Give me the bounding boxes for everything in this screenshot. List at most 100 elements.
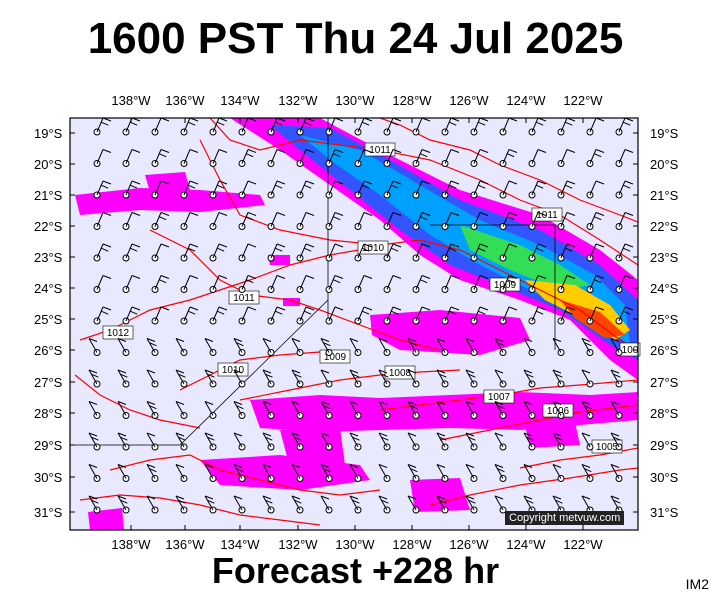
svg-text:1005: 1005: [596, 442, 619, 453]
lon-label-bottom: 136°W: [165, 537, 205, 552]
shower-area-2: [145, 172, 190, 192]
wind-barb: [615, 243, 634, 262]
svg-text:1007: 1007: [488, 392, 511, 403]
wind-barb: [204, 495, 217, 514]
wind-barb: [233, 401, 246, 419]
wind-barb: [180, 149, 199, 167]
wind-barb: [354, 117, 373, 136]
shower-area-1: [75, 188, 265, 215]
wind-barb: [407, 432, 420, 451]
wind-barb: [233, 495, 246, 514]
lat-label-right: 27°S: [650, 375, 679, 390]
wind-barb: [465, 432, 478, 451]
wind-barb: [93, 117, 112, 136]
wind-barb: [267, 275, 286, 293]
wind-barb: [581, 464, 594, 482]
wind-barb: [267, 243, 286, 262]
wind-barb: [180, 212, 199, 230]
wind-barb: [378, 464, 391, 482]
lon-label-top: 134°W: [220, 93, 260, 108]
lat-label-left: 26°S: [34, 343, 63, 358]
isobar-line: [149, 229, 441, 351]
wind-barb: [291, 338, 304, 356]
wind-barb: [470, 275, 489, 293]
wind-barb: [325, 149, 344, 167]
wind-barb: [557, 243, 576, 262]
wind-barb: [175, 338, 188, 356]
wind-barb: [204, 401, 217, 419]
wind-barb: [175, 401, 188, 419]
svg-text:1009: 1009: [324, 352, 347, 363]
wind-barb: [291, 495, 304, 514]
wind-barb: [180, 275, 199, 293]
wind-barb: [528, 243, 547, 262]
shower-area-6: [280, 428, 345, 468]
lon-label-top: 124°W: [506, 93, 546, 108]
svg-text:1010: 1010: [362, 243, 385, 254]
wind-barb: [320, 401, 333, 419]
wind-barb: [325, 275, 344, 293]
isobar-line: [199, 139, 639, 351]
shower-area-8: [525, 422, 580, 448]
wind-barb: [117, 338, 130, 356]
wind-barb: [470, 149, 489, 167]
wind-barb: [354, 149, 373, 167]
wind-barb: [320, 432, 333, 451]
wind-barb: [436, 401, 449, 419]
wind-barb: [175, 464, 188, 482]
image-code: IM2: [685, 576, 709, 592]
wind-barb: [523, 432, 536, 451]
shower-area-4: [250, 392, 638, 432]
wind-barb: [204, 369, 217, 388]
wind-barb: [262, 432, 275, 451]
svg-text:1012: 1012: [107, 328, 130, 339]
wind-barb: [180, 243, 199, 262]
isobar-label: 1011: [531, 207, 563, 222]
wind-barb: [320, 495, 333, 514]
wind-barb: [320, 338, 333, 356]
lon-label-top: 128°W: [392, 93, 432, 108]
lon-label-bottom: 122°W: [563, 537, 603, 552]
wind-barb: [209, 243, 228, 262]
wind-barb: [151, 149, 170, 167]
wind-barb: [267, 306, 286, 325]
lat-label-left: 30°S: [34, 470, 63, 485]
wind-barb: [528, 149, 547, 167]
lat-label-right: 22°S: [650, 219, 679, 234]
svg-text:100: 100: [622, 345, 639, 356]
wind-barb: [499, 149, 518, 167]
wind-barb: [499, 306, 518, 325]
wind-barb: [146, 464, 159, 482]
lat-label-left: 29°S: [34, 438, 63, 453]
lat-label-right: 31°S: [650, 505, 679, 520]
wind-barb: [494, 338, 507, 356]
wind-barb: [615, 180, 634, 199]
wind-barb: [412, 243, 431, 262]
wind-barb: [610, 369, 623, 388]
wind-barb: [470, 180, 489, 199]
wind-barb: [412, 180, 431, 199]
wind-barb: [117, 401, 130, 419]
wind-barb: [383, 149, 402, 167]
wind-barb: [586, 212, 605, 230]
wind-barb: [117, 464, 130, 482]
wind-barb: [117, 432, 130, 451]
wind-barb: [262, 464, 275, 482]
lon-label-top: 138°W: [111, 93, 151, 108]
wind-barb: [383, 243, 402, 262]
wind-barb: [93, 275, 112, 293]
wind-barb: [441, 212, 460, 230]
wind-barb: [494, 495, 507, 514]
lat-label-left: 24°S: [34, 281, 63, 296]
lon-label-bottom: 132°W: [278, 537, 318, 552]
wind-barb: [557, 306, 576, 325]
wind-barb: [523, 464, 536, 482]
wind-barb: [267, 149, 286, 167]
shower-area-7: [410, 478, 470, 512]
svg-text:1011: 1011: [233, 293, 255, 304]
lat-label-right: 21°S: [650, 188, 679, 203]
lon-label-top: 136°W: [165, 93, 205, 108]
isobar-line: [74, 374, 201, 429]
wind-barb: [349, 432, 362, 451]
